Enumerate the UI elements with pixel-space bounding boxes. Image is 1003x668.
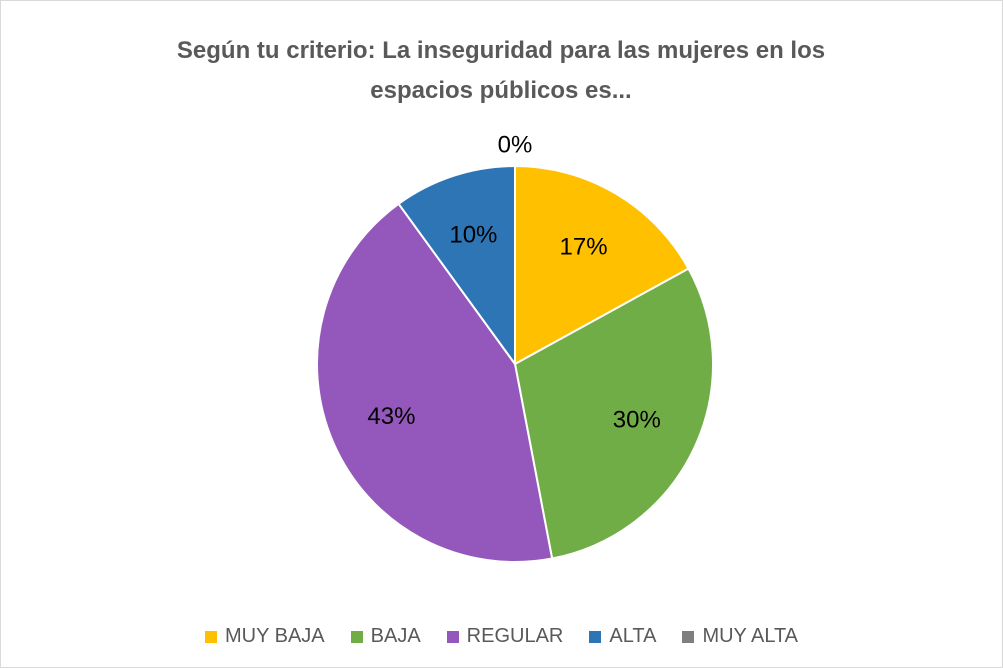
pie-slice	[514, 164, 690, 366]
pie-slice	[316, 202, 554, 563]
legend-item: BAJA	[350, 625, 421, 648]
chart-title: Según tu criterio: La inseguridad para l…	[176, 37, 826, 104]
pie-slice	[397, 164, 516, 368]
legend-swatch	[204, 630, 217, 643]
legend-label: BAJA	[370, 625, 421, 647]
legend-swatch	[589, 630, 602, 643]
data-label: 10%	[449, 221, 497, 248]
legend-swatch	[446, 630, 459, 643]
legend-label: ALTA	[609, 625, 657, 647]
data-label: 0%	[498, 132, 533, 159]
legend-item: ALTA	[589, 625, 656, 648]
legend-swatch	[682, 630, 695, 643]
legend-label: REGULAR	[466, 625, 564, 647]
legend-label: MUY BAJA	[224, 625, 325, 647]
plot: 17% 30% 43% 10% 0%	[316, 132, 714, 563]
data-label: 43%	[367, 403, 415, 430]
legend-item: MUY BAJA	[204, 625, 325, 648]
data-label: 30%	[613, 407, 661, 434]
legend: MUY BAJA BAJA REGULAR ALTA MUY ALTA	[1, 625, 1002, 648]
pie-slice	[513, 267, 714, 560]
data-label: 17%	[560, 233, 608, 260]
legend-item: REGULAR	[446, 625, 564, 648]
legend-swatch	[350, 630, 363, 643]
legend-label: MUY ALTA	[702, 625, 799, 647]
legend-item: MUY ALTA	[682, 625, 798, 648]
